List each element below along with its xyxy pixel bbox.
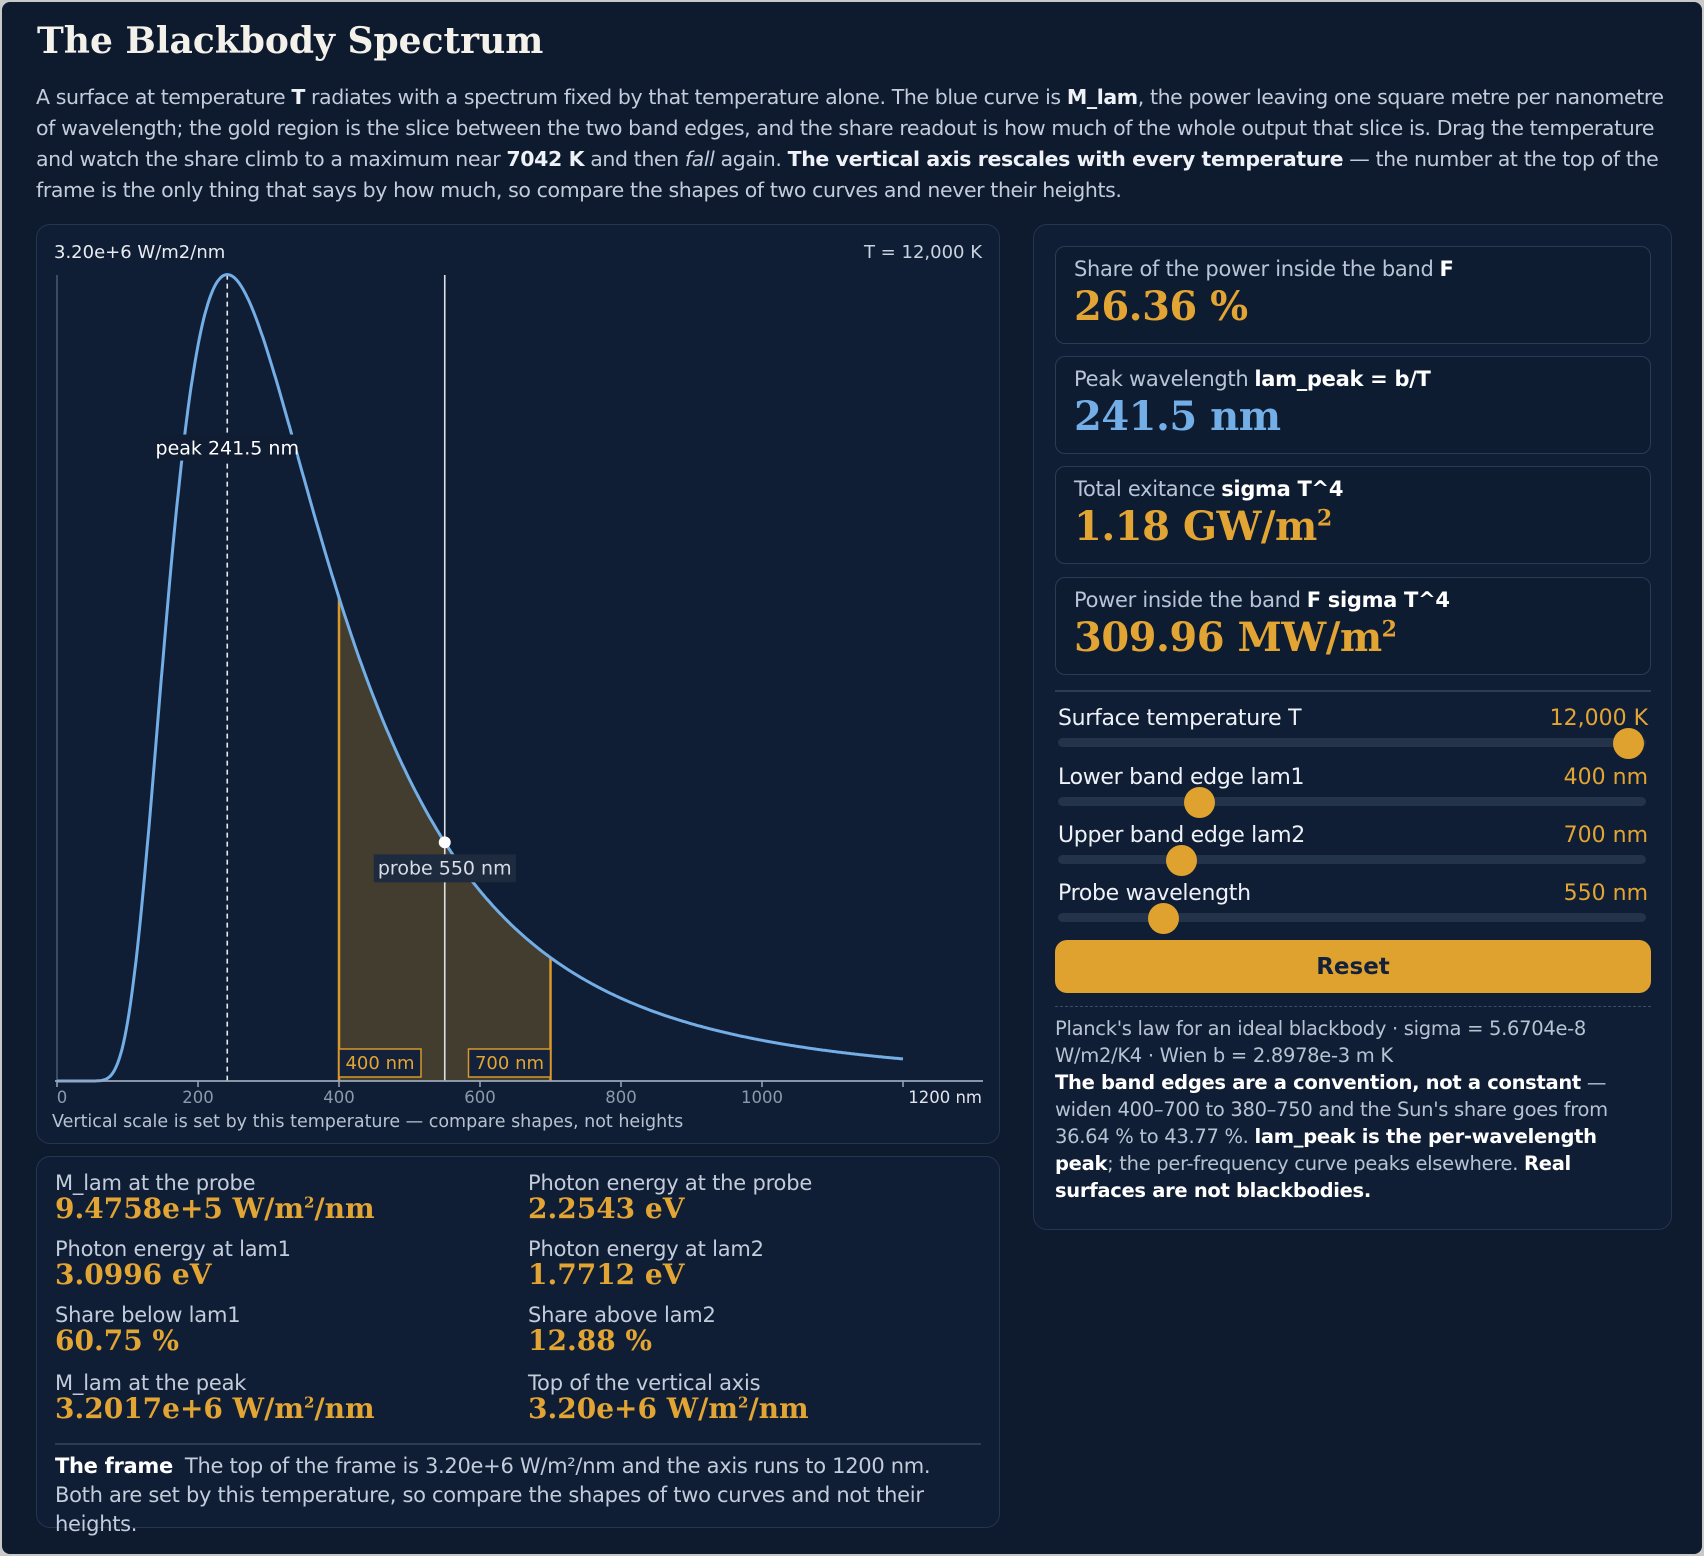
controls-panel: Share of the power inside the band F 26.3… — [1033, 224, 1672, 1230]
stat-share-below: Share below lam1 60.75 % — [55, 1303, 495, 1357]
stat-share-above: Share above lam2 12.88 % — [528, 1303, 968, 1357]
readout-value: 241.5 nm — [1074, 393, 1281, 440]
stat-label: M_lam at the peak — [55, 1371, 247, 1395]
peak-label-bg — [158, 434, 297, 461]
lam2-tag: 700 nm — [475, 1053, 544, 1074]
notes-text: Planck's law for an ideal blackbody · si… — [1055, 1017, 1608, 1202]
lam2-tag-box — [467, 1048, 552, 1078]
spectrum-chart-panel: 3.20e+6 W/m2/nm T = 12,000 K peak 241.5 … — [36, 224, 1000, 1144]
slider-thumb[interactable] — [1165, 845, 1197, 876]
stat-peak-exitance: M_lam at the peak 3.2017e+6 W/m2/nm — [55, 1371, 495, 1425]
slider-label: Upper band edge lam2 — [1058, 823, 1305, 848]
slider-label: Surface temperature T — [1058, 706, 1302, 731]
stat-label: Share below lam1 — [55, 1303, 241, 1327]
probe-label: probe 550 nm — [378, 857, 512, 879]
x-tick-label: 600 — [464, 1088, 496, 1107]
slider-label: Lower band edge lam1 — [1058, 765, 1305, 790]
x-axis-ticks: 0 200 400 600 800 1000 1200 nm — [56, 1081, 982, 1107]
stat-probe-photon-energy: Photon energy at the probe 2.2543 eV — [528, 1171, 968, 1225]
temperature-slider[interactable]: Surface temperature T 12,000 K — [1058, 706, 1648, 762]
lam1-tag-box — [338, 1048, 422, 1078]
intro-text: A surface at temperature T radiates with… — [36, 85, 1664, 202]
stat-value: 12.88 % — [528, 1324, 653, 1357]
stat-value: 1.7712 eV — [528, 1258, 685, 1291]
slider-track[interactable] — [1058, 855, 1646, 864]
slider-value: 400 nm — [1563, 765, 1648, 790]
readout-peak-wavelength: Peak wavelength lam_peak = b/T 241.5 nm — [1055, 356, 1651, 454]
stat-value: 60.75 % — [55, 1324, 180, 1357]
slider-track[interactable] — [1058, 797, 1646, 806]
peak-label: peak 241.5 nm — [156, 438, 299, 460]
stat-value: 3.2017e+6 W/m2/nm — [55, 1392, 375, 1425]
readout-label: Power inside the band F sigma T^4 — [1074, 588, 1450, 612]
probe-label-bg — [373, 854, 516, 883]
readout-value: 26.36 % — [1074, 283, 1248, 330]
slider-thumb[interactable] — [1612, 728, 1644, 759]
stat-label: Share above lam2 — [528, 1303, 716, 1327]
x-tick-label: 800 — [605, 1088, 637, 1107]
stat-value: 3.20e+6 W/m2/nm — [528, 1392, 809, 1425]
slider-value: 700 nm — [1563, 823, 1648, 848]
slider-track[interactable] — [1058, 913, 1646, 922]
stat-label: Top of the vertical axis — [528, 1371, 761, 1395]
dashed-divider — [1055, 1006, 1651, 1007]
band-region — [339, 597, 551, 1081]
stat-value: 3.0996 eV — [55, 1258, 212, 1291]
stat-value: 9.4758e+5 W/m2/nm — [55, 1192, 375, 1225]
stat-label: M_lam at the probe — [55, 1171, 256, 1195]
readout-band-power: Power inside the band F sigma T^4 309.96 … — [1055, 577, 1651, 675]
readout-label: Total exitance sigma T^4 — [1074, 477, 1344, 501]
probe-slider[interactable]: Probe wavelength 550 nm — [1058, 881, 1648, 937]
readout-value: 1.18 GW/m2 — [1074, 503, 1332, 550]
lam2-slider[interactable]: Upper band edge lam2 700 nm — [1058, 823, 1648, 879]
slider-track[interactable] — [1058, 738, 1646, 747]
stat-label: Photon energy at the probe — [528, 1171, 813, 1195]
readout-value: 309.96 MW/m2 — [1074, 614, 1397, 661]
stat-axis-top: Top of the vertical axis 3.20e+6 W/m2/nm — [528, 1371, 968, 1425]
stat-value: 2.2543 eV — [528, 1192, 685, 1225]
stat-label: Photon energy at lam2 — [528, 1237, 764, 1261]
slider-label: Probe wavelength — [1058, 881, 1251, 906]
lam1-slider[interactable]: Lower band edge lam1 400 nm — [1058, 765, 1648, 821]
slider-thumb[interactable] — [1183, 787, 1215, 818]
slider-value: 550 nm — [1563, 881, 1648, 906]
x-tick-label: 0 — [57, 1088, 68, 1107]
spectrum-chart[interactable]: 3.20e+6 W/m2/nm T = 12,000 K peak 241.5 … — [37, 225, 999, 1143]
x-tick-label: 400 — [323, 1088, 355, 1107]
divider — [1055, 690, 1651, 692]
stat-label: Photon energy at lam1 — [55, 1237, 291, 1261]
x-tick-label: 1200 nm — [908, 1088, 982, 1107]
readout-label: Share of the power inside the band F — [1074, 257, 1454, 281]
readout-band-share: Share of the power inside the band F 26.3… — [1055, 246, 1651, 344]
stat-lam2-photon-energy: Photon energy at lam2 1.7712 eV — [528, 1237, 968, 1291]
slider-value: 12,000 K — [1549, 706, 1648, 731]
temperature-label: T = 12,000 K — [863, 242, 983, 263]
x-tick-label: 200 — [182, 1088, 214, 1107]
reset-button[interactable]: Reset — [1055, 940, 1651, 993]
x-tick-label: 1000 — [741, 1088, 783, 1107]
lam1-tag: 400 nm — [345, 1053, 414, 1074]
frame-note: The frame The top of the frame is 3.20e+6… — [55, 1454, 931, 1536]
y-top-label: 3.20e+6 W/m2/nm — [54, 242, 225, 263]
chart-caption: Vertical scale is set by this temperatur… — [52, 1112, 683, 1132]
divider — [55, 1443, 981, 1445]
slider-thumb[interactable] — [1148, 903, 1180, 934]
page-title: The Blackbody Spectrum — [37, 20, 544, 62]
probe-point[interactable] — [438, 836, 451, 849]
stat-lam1-photon-energy: Photon energy at lam1 3.0996 eV — [55, 1237, 495, 1291]
readout-label: Peak wavelength lam_peak = b/T — [1074, 367, 1431, 391]
stats-panel: M_lam at the probe 9.4758e+5 W/m2/nm Pho… — [36, 1156, 1000, 1536]
readout-total-exitance: Total exitance sigma T^4 1.18 GW/m2 — [1055, 466, 1651, 564]
spectrum-curve — [57, 273, 904, 1083]
stat-probe-exitance: M_lam at the probe 9.4758e+5 W/m2/nm — [55, 1171, 495, 1225]
